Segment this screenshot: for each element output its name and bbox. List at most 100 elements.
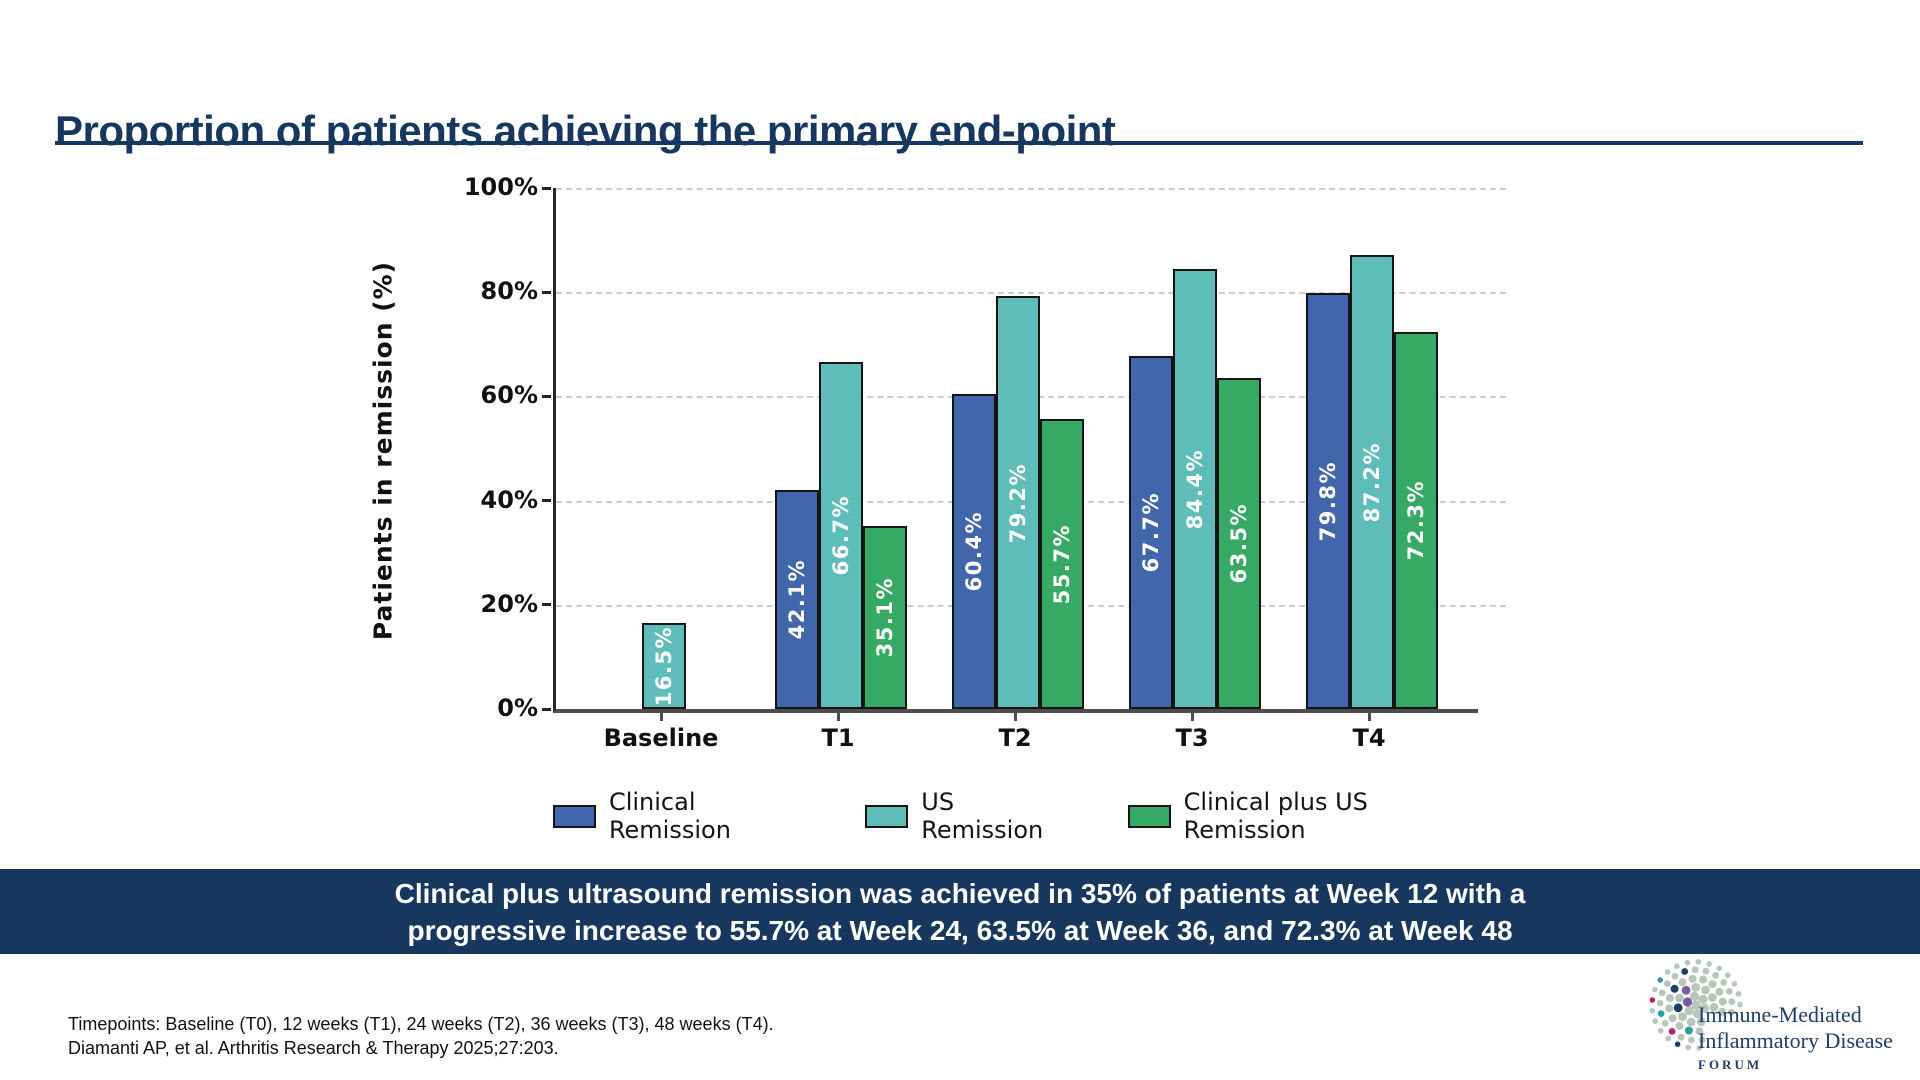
logo-dot xyxy=(1720,979,1728,986)
bar-t2-us-remission: 79.2% xyxy=(996,296,1040,709)
logo-dot xyxy=(1718,997,1727,1006)
logo-dot xyxy=(1657,1027,1664,1034)
bar-t4-clinical-remission: 79.8% xyxy=(1306,293,1350,709)
logo-dot xyxy=(1691,1000,1701,1010)
legend-label: Clinical plus US Remission xyxy=(1183,788,1368,844)
logo-dot xyxy=(1689,991,1699,1001)
y-axis-title: Patients in remission (%) xyxy=(368,260,398,641)
logo-dot xyxy=(1668,1028,1676,1035)
bar-value-label: 16.5% xyxy=(652,625,676,707)
bar-t2-clinical-plus-us-remission: 55.7% xyxy=(1040,418,1084,709)
logo-dot xyxy=(1707,993,1717,1002)
bar-value-label: 84.4% xyxy=(1183,448,1207,530)
bar-value-label: 60.4% xyxy=(962,511,986,592)
legend-item-clinical-plus-us-remission: Clinical plus US Remission xyxy=(1127,788,1475,844)
legend-label: US Remission xyxy=(921,788,1044,844)
logo-dot xyxy=(1649,997,1656,1003)
logo-dot xyxy=(1665,994,1674,1003)
chart-legend: Clinical Remission US Remission Clinical p… xyxy=(553,788,1475,844)
legend-label: Clinical Remission xyxy=(608,788,731,844)
x-tick-mark xyxy=(1367,712,1371,721)
bar-value-label: 35.1% xyxy=(873,577,897,658)
footnote-timepoints: Timepoints: Baseline (T0), 12 weeks (T1)… xyxy=(68,1014,774,1034)
bar-t1-clinical-plus-us-remission: 35.1% xyxy=(863,526,907,709)
bar-value-label: 79.2% xyxy=(1006,462,1030,543)
logo-dot xyxy=(1715,987,1724,996)
y-tick-label: 0% xyxy=(497,694,538,722)
x-tick-label-t4: T4 xyxy=(1352,724,1386,752)
x-tick-label-t1: T1 xyxy=(821,724,855,752)
logo-dot xyxy=(1737,1001,1743,1008)
bar-t1-clinical-remission: 42.1% xyxy=(775,489,819,709)
logo-dot xyxy=(1674,1041,1681,1047)
bar-value-label: 87.2% xyxy=(1360,441,1384,523)
title-underline xyxy=(55,141,1863,145)
logo-dot xyxy=(1664,969,1671,975)
logo-dot xyxy=(1657,1010,1665,1017)
legend-swatch xyxy=(553,804,596,828)
bar-t3-us-remission: 84.4% xyxy=(1173,269,1217,709)
logo-dot xyxy=(1725,972,1731,978)
logo-dot xyxy=(1649,1008,1656,1014)
logo-dot xyxy=(1675,993,1684,1003)
logo-dot xyxy=(1656,999,1664,1007)
bar-t4-us-remission: 87.2% xyxy=(1350,254,1394,709)
bar-value-label: 66.7% xyxy=(829,495,853,576)
logo-dot xyxy=(1677,1033,1685,1041)
x-tick-mark xyxy=(1013,712,1017,721)
y-tick-mark xyxy=(542,603,551,607)
x-tick-label-t3: T3 xyxy=(1175,724,1209,752)
logo-dot xyxy=(1702,967,1710,975)
banner-line-2: progressive increase to 55.7% at Week 24… xyxy=(407,914,1513,946)
logo-dot xyxy=(1658,989,1666,997)
logo-dot xyxy=(1709,1002,1719,1012)
logo-dot xyxy=(1652,1018,1658,1024)
y-tick-label: 80% xyxy=(480,277,538,306)
y-tick-label: 60% xyxy=(480,381,538,410)
x-tick-mark xyxy=(836,712,840,721)
y-tick-mark xyxy=(542,499,551,503)
bar-value-label: 42.1% xyxy=(785,559,809,640)
footnote-citation: Diamanti AP, et al. Arthritis Research &… xyxy=(68,1037,559,1058)
logo-dot xyxy=(1698,1036,1706,1044)
logo-dot xyxy=(1716,965,1722,972)
dotted-globe-icon xyxy=(1649,959,1743,1051)
logo-dot xyxy=(1735,991,1742,997)
y-tick-label: 20% xyxy=(480,589,538,618)
page-title: Proportion of patients achieving the pri… xyxy=(55,107,1116,155)
logo-dot xyxy=(1698,994,1708,1004)
logo-dot xyxy=(1652,986,1658,993)
y-tick-mark xyxy=(542,394,551,398)
logo-dot xyxy=(1696,1045,1702,1051)
logo-dot xyxy=(1664,980,1671,987)
y-tick-mark xyxy=(542,186,551,190)
bar-t1-us-remission: 66.7% xyxy=(819,361,863,709)
logo-dot xyxy=(1699,975,1708,984)
logo-dot xyxy=(1728,998,1736,1005)
logo-dot xyxy=(1685,1044,1691,1051)
x-tick-mark xyxy=(659,712,663,721)
legend-swatch xyxy=(865,804,909,828)
logo-dot xyxy=(1701,985,1710,995)
bar-value-label: 72.3% xyxy=(1404,480,1428,561)
bar-value-label: 63.5% xyxy=(1227,503,1251,584)
y-tick-mark xyxy=(542,290,551,294)
bar-t4-clinical-plus-us-remission: 72.3% xyxy=(1394,332,1438,709)
footnotes: Timepoints: Baseline (T0), 12 weeks (T1)… xyxy=(68,1013,774,1060)
logo-dot xyxy=(1688,974,1697,983)
x-tick-label-baseline: Baseline xyxy=(603,724,719,752)
logo-line-1: Immune-Mediated xyxy=(1698,1002,1862,1027)
logo-dot xyxy=(1708,980,1717,989)
logo-dot xyxy=(1681,985,1691,995)
logo-dot xyxy=(1731,981,1738,987)
legend-item-us-remission: US Remission xyxy=(865,788,1071,844)
logo-dot xyxy=(1665,1004,1674,1013)
logo-dot xyxy=(1673,1003,1683,1013)
logo-dot xyxy=(1691,983,1701,992)
logo-dot xyxy=(1661,1019,1669,1027)
bar-t3-clinical-plus-us-remission: 63.5% xyxy=(1217,378,1261,709)
logo-dot xyxy=(1693,1009,1703,1019)
x-tick-label-t2: T2 xyxy=(998,724,1032,752)
logo-dot xyxy=(1718,1007,1727,1016)
